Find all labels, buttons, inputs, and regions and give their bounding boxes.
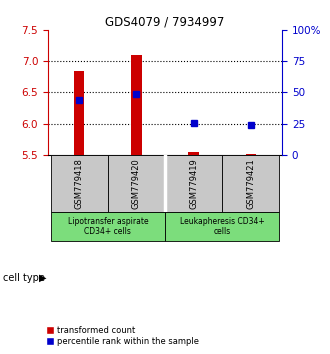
Bar [188, 153, 199, 155]
Text: GSM779420: GSM779420 [132, 158, 141, 209]
Legend: transformed count, percentile rank within the sample: transformed count, percentile rank withi… [47, 326, 199, 346]
Text: cell type: cell type [3, 273, 45, 283]
Title: GDS4079 / 7934997: GDS4079 / 7934997 [105, 16, 225, 29]
Bar [131, 55, 142, 155]
FancyBboxPatch shape [222, 155, 279, 212]
Bar [246, 154, 256, 155]
FancyBboxPatch shape [165, 155, 222, 212]
FancyBboxPatch shape [51, 155, 108, 212]
FancyBboxPatch shape [51, 212, 165, 241]
FancyBboxPatch shape [165, 212, 279, 241]
Bar [74, 71, 84, 155]
FancyBboxPatch shape [108, 155, 165, 212]
Text: GSM779421: GSM779421 [246, 158, 255, 209]
Text: Leukapheresis CD34+
cells: Leukapheresis CD34+ cells [180, 217, 265, 236]
Text: GSM779418: GSM779418 [75, 158, 84, 209]
Text: Lipotransfer aspirate
CD34+ cells: Lipotransfer aspirate CD34+ cells [68, 217, 148, 236]
Text: GSM779419: GSM779419 [189, 158, 198, 209]
Text: ▶: ▶ [39, 273, 47, 283]
